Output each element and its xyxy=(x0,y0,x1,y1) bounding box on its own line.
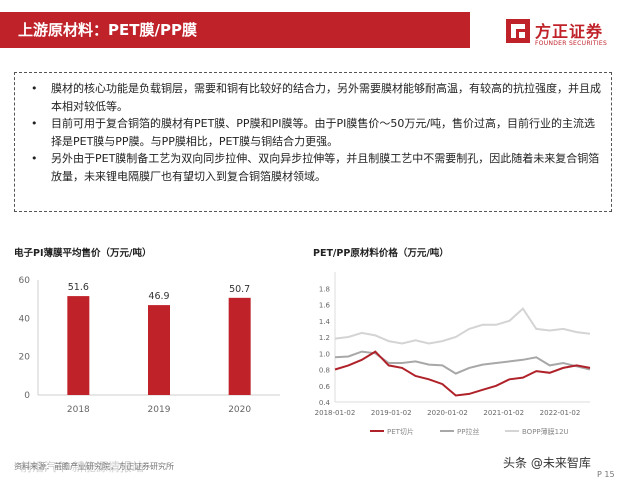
data-label: 51.6 xyxy=(68,282,89,293)
bar xyxy=(228,297,251,395)
page-number: P 15 xyxy=(597,470,615,479)
watermark-text: 前沿汽车·新能源情报站 xyxy=(20,460,144,474)
series-line xyxy=(334,350,591,375)
bar xyxy=(148,305,170,395)
title-bar: 上游原材料：PET膜/PP膜 xyxy=(0,12,470,48)
series-line xyxy=(334,307,591,345)
footer-credit: 头条 @未来智库 xyxy=(503,456,591,470)
y-tick-label: 0.6 xyxy=(319,383,331,391)
bullet-icon: • xyxy=(31,117,38,130)
y-tick-label: 40 xyxy=(19,314,31,324)
x-tick-label: 2019-01-02 xyxy=(371,409,412,417)
y-tick-label: 0.8 xyxy=(319,367,330,375)
data-label: 50.7 xyxy=(229,284,250,295)
page-title: 上游原材料：PET膜/PP膜 xyxy=(18,21,197,39)
series-line xyxy=(334,350,591,397)
bar xyxy=(67,296,90,395)
bullet-text: 目前可用于复合铜箔的膜材有PET膜、PP膜和PI膜等。由于PI膜售价～50万元/… xyxy=(51,117,596,148)
data-label: 46.9 xyxy=(148,291,169,302)
y-tick-label: 20 xyxy=(19,353,31,363)
logo-subtitle: FOUNDER SECURITIES xyxy=(535,40,608,47)
x-tick-label: 2020-01-02 xyxy=(427,409,468,417)
founder-logo-icon xyxy=(506,19,530,43)
bar-chart: 0 20 40 60 51.6 2018 46.9 2019 50.7 2020 xyxy=(19,276,280,415)
line-chart: 0.4 0.6 0.8 1.0 1.2 1.4 1.6 1.8 2018-01-02 2019-0… xyxy=(315,272,591,436)
bullet-list: • 膜材的核心功能是负载铜层，需要和铜有比较好的结合力，另外需要膜材能够耐高温，有… xyxy=(27,80,601,185)
y-tick-label: 1.8 xyxy=(319,285,330,293)
header: 上游原材料：PET膜/PP膜 方正证券 FOUNDER SECURITIES xyxy=(0,0,640,60)
y-tick-label: 0.4 xyxy=(319,399,331,407)
bullet-text: 膜材的核心功能是负载铜层，需要和铜有比较好的结合力，另外需要膜材能够耐高温，有较… xyxy=(51,82,601,113)
bullet-icon: • xyxy=(31,82,38,95)
bar-chart-title: 电子PI薄膜平均售价（万元/吨） xyxy=(14,248,152,259)
bullet-item: • 目前可用于复合铜箔的膜材有PET膜、PP膜和PI膜等。由于PI膜售价～50万元… xyxy=(27,115,601,150)
x-tick-label: 2021-01-02 xyxy=(483,409,524,417)
x-tick-label: 2022-01-02 xyxy=(540,409,581,417)
bullet-text: 另外由于PET膜制备工艺为双向同步拉伸、双向异步拉伸等，并且制膜工艺中不需要制孔… xyxy=(51,152,600,183)
line-chart-title: PET/PP原材料价格（万元/吨） xyxy=(313,248,449,259)
x-tick-label: 2018 xyxy=(67,405,90,415)
y-tick-label: 0 xyxy=(24,391,30,401)
logo-brand: 方正证券 xyxy=(535,22,604,41)
x-tick-label: 2020 xyxy=(228,405,251,415)
x-tick-label: 2019 xyxy=(148,405,171,415)
y-tick-label: 1.4 xyxy=(319,318,331,326)
bullet-item: • 另外由于PET膜制备工艺为双向同步拉伸、双向异步拉伸等，并且制膜工艺中不需要制… xyxy=(27,150,601,185)
legend-label: BOPP薄膜12U xyxy=(522,427,569,436)
bullet-box: • 膜材的核心功能是负载铜层，需要和铜有比较好的结合力，另外需要膜材能够耐高温，有… xyxy=(14,72,612,212)
y-tick-label: 60 xyxy=(19,276,31,286)
y-tick-label: 1.0 xyxy=(319,350,330,358)
y-tick-label: 1.6 xyxy=(319,302,331,310)
x-tick-label: 2018-01-02 xyxy=(315,409,356,417)
y-tick-label: 1.2 xyxy=(319,334,330,342)
bullet-item: • 膜材的核心功能是负载铜层，需要和铜有比较好的结合力，另外需要膜材能够耐高温，有… xyxy=(27,80,601,115)
legend-label: PET切片 xyxy=(387,427,414,436)
source-note: 资料来源：前瞻产业研究院，方正证券研究所 xyxy=(14,462,174,471)
legend-label: PP拉丝 xyxy=(457,427,479,436)
bullet-icon: • xyxy=(31,152,38,165)
company-logo: 方正证券 FOUNDER SECURITIES xyxy=(505,18,635,58)
